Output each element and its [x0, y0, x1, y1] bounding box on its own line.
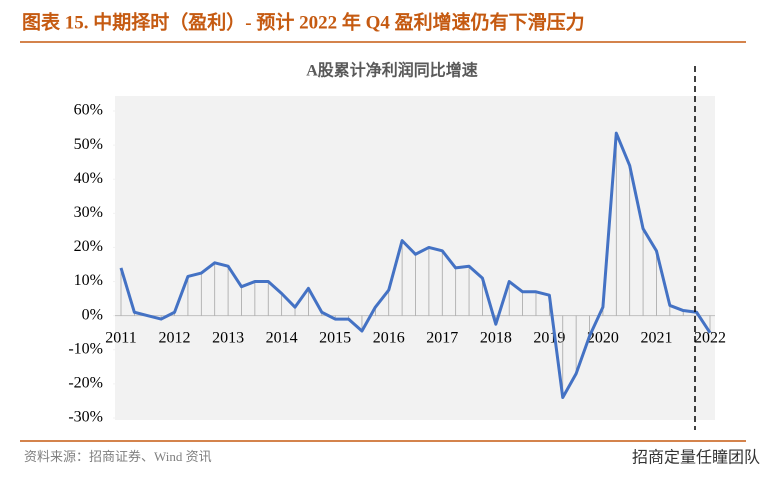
x-tick-label: 2021 [640, 329, 672, 346]
watermark: 招商定量任瞳团队 [632, 448, 760, 467]
x-tick-label: 2020 [587, 329, 619, 346]
y-tick-label: 10% [74, 272, 103, 289]
y-tick-label: 50% [74, 136, 103, 153]
y-tick-label: -30% [68, 409, 103, 426]
x-tick-label: 2014 [266, 329, 298, 346]
x-tick-label: 2019 [533, 329, 565, 346]
y-tick-label: 60% [74, 102, 103, 119]
x-tick-label: 2011 [105, 329, 136, 346]
chart-title: A股累计净利润同比增速 [306, 61, 478, 80]
x-tick-label: 2012 [159, 329, 191, 346]
series-line [119, 131, 712, 400]
y-tick-label: 20% [74, 238, 103, 255]
plot-area [115, 96, 715, 420]
y-tick-label: -20% [68, 375, 103, 392]
y-tick-label: 0% [82, 306, 103, 323]
y-tick-label: -10% [68, 340, 103, 357]
x-tick-label: 2015 [319, 329, 351, 346]
header: 图表 15. 中期择时（盈利）- 预计 2022 年 Q4 盈利增速仍有下滑压力 [22, 10, 585, 33]
x-tick-label: 2013 [212, 329, 244, 346]
source: 资料来源：招商证券、Wind 资讯 [24, 449, 212, 464]
plot: -30% -20% -10% 0% 10% 20% 30% 40% 50% 60% 2011 2012… [68, 102, 726, 426]
x-tick-label: 2017 [426, 329, 458, 346]
x-tick-label: 2022 [694, 329, 726, 346]
y-tick-label: 30% [74, 204, 103, 221]
x-tick-label: 2018 [480, 329, 512, 346]
x-tick-label: 2016 [373, 329, 405, 346]
y-tick-label: 40% [74, 170, 103, 187]
